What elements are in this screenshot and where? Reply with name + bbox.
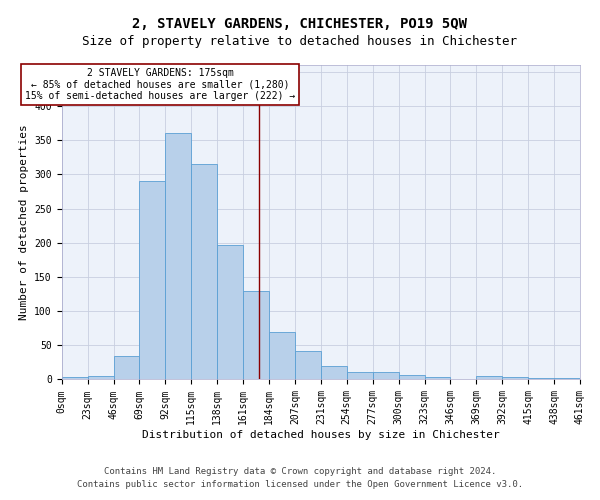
Bar xyxy=(166,134,191,380)
Bar xyxy=(528,378,554,380)
Bar xyxy=(347,372,373,380)
X-axis label: Distribution of detached houses by size in Chichester: Distribution of detached houses by size … xyxy=(142,430,500,440)
Bar xyxy=(321,366,347,380)
Bar xyxy=(295,351,321,380)
Bar xyxy=(243,290,269,380)
Bar xyxy=(217,245,243,380)
Bar xyxy=(476,376,502,380)
Text: Contains public sector information licensed under the Open Government Licence v3: Contains public sector information licen… xyxy=(77,480,523,489)
Bar xyxy=(269,332,295,380)
Bar xyxy=(373,372,398,380)
Text: 2, STAVELY GARDENS, CHICHESTER, PO19 5QW: 2, STAVELY GARDENS, CHICHESTER, PO19 5QW xyxy=(133,18,467,32)
Text: 2 STAVELY GARDENS: 175sqm
← 85% of detached houses are smaller (1,280)
15% of se: 2 STAVELY GARDENS: 175sqm ← 85% of detac… xyxy=(25,68,295,100)
Bar xyxy=(554,378,580,380)
Bar xyxy=(502,376,528,380)
Bar xyxy=(425,376,451,380)
Y-axis label: Number of detached properties: Number of detached properties xyxy=(19,124,29,320)
Bar xyxy=(191,164,217,380)
Bar xyxy=(88,376,113,380)
Bar xyxy=(113,356,139,380)
Text: Size of property relative to detached houses in Chichester: Size of property relative to detached ho… xyxy=(83,35,517,48)
Text: Contains HM Land Registry data © Crown copyright and database right 2024.: Contains HM Land Registry data © Crown c… xyxy=(104,467,496,476)
Bar xyxy=(62,378,88,380)
Bar xyxy=(398,376,425,380)
Bar xyxy=(139,181,166,380)
